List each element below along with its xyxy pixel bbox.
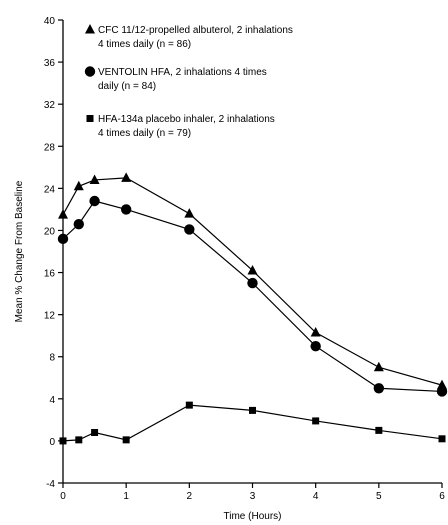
legend-label: HFA-134a placebo inhaler, 2 inhalations (98, 114, 275, 125)
y-tick-label: 12 (44, 311, 56, 322)
y-tick-label: 32 (44, 100, 56, 111)
data-point (91, 428, 99, 436)
data-point (375, 426, 383, 434)
data-point (437, 379, 447, 390)
data-point (184, 208, 195, 218)
data-point (73, 180, 84, 191)
data-point (89, 195, 100, 207)
data-point (89, 174, 100, 184)
data-point (310, 341, 321, 352)
legend-marker (86, 115, 94, 122)
x-axis-label: Time (Hours) (224, 511, 282, 522)
data-point (310, 327, 321, 337)
y-tick-label: -4 (46, 479, 55, 490)
x-tick-label: 2 (187, 491, 193, 502)
data-point (373, 383, 385, 394)
legend-label: CFC 11/12-propelled albuterol, 2 inhalat… (98, 25, 293, 36)
x-tick-label: 4 (313, 491, 319, 502)
data-point (438, 435, 446, 443)
y-tick-label: 0 (49, 437, 55, 448)
data-point (373, 361, 384, 372)
legend-label: daily (n = 84) (98, 81, 156, 92)
series-square (59, 401, 446, 445)
data-point (184, 224, 195, 235)
data-point (58, 209, 68, 219)
data-point (122, 436, 130, 444)
series-circle (57, 195, 448, 397)
x-tick-label: 6 (439, 491, 445, 502)
legend-entry: HFA-134a placebo inhaler, 2 inhalations 4… (86, 114, 275, 139)
legend-marker (84, 66, 96, 77)
x-tick-label: 0 (60, 491, 66, 502)
data-point (57, 233, 69, 245)
data-point (73, 218, 84, 230)
data-point (247, 264, 258, 275)
data-point (249, 406, 256, 414)
y-tick-label: 28 (44, 142, 56, 153)
y-tick-label: 40 (44, 16, 56, 27)
data-point (247, 277, 258, 289)
legend-label: VENTOLIN HFA, 2 inhalations 4 times (98, 67, 267, 78)
data-point (436, 386, 448, 397)
data-point (121, 172, 132, 182)
legend: CFC 11/12-propelled albuterol, 2 inhalat… (84, 24, 293, 139)
data-point (185, 401, 193, 409)
legend-label: 4 times daily (n = 86) (98, 39, 191, 50)
data-point (75, 436, 83, 444)
y-tick-label: 24 (44, 184, 56, 195)
y-tick-label: 20 (44, 226, 56, 237)
series-line (62, 200, 443, 393)
data-point (120, 204, 132, 215)
x-tick-label: 1 (123, 491, 129, 502)
y-tick-label: 8 (49, 353, 55, 364)
x-tick-label: 3 (250, 491, 256, 502)
y-tick-label: 36 (44, 58, 56, 69)
y-tick-label: 16 (44, 269, 56, 280)
x-tick-label: 5 (376, 491, 382, 502)
data-point (59, 437, 67, 445)
data-point (312, 417, 320, 425)
legend-entry: VENTOLIN HFA, 2 inhalations 4 times daily… (84, 66, 267, 92)
series-triangle (58, 172, 447, 390)
legend-label: 4 times daily (n = 79) (98, 128, 191, 139)
series-layer (57, 172, 448, 445)
legend-marker (85, 24, 95, 34)
y-tick-label: 4 (49, 395, 55, 406)
y-axis-label: Mean % Change From Baseline (14, 180, 25, 322)
legend-entry: CFC 11/12-propelled albuterol, 2 inhalat… (85, 24, 293, 50)
